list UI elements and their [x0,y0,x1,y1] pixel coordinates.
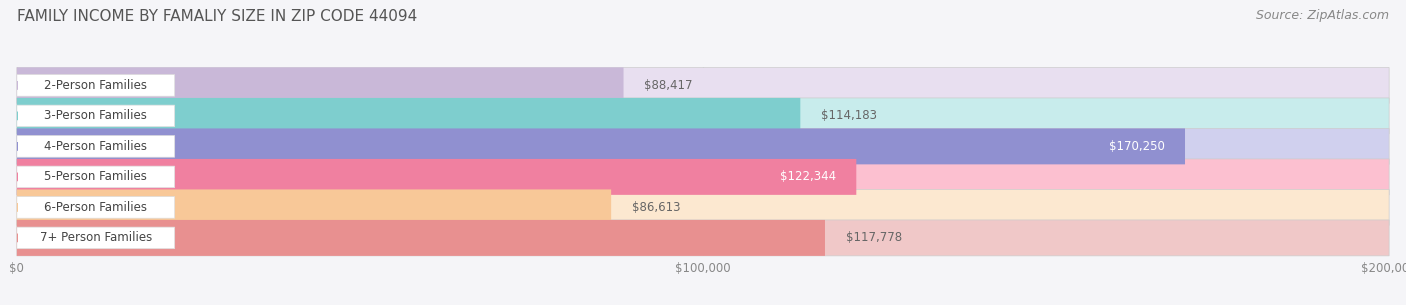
FancyBboxPatch shape [17,166,174,188]
FancyBboxPatch shape [17,67,1389,103]
Text: $117,778: $117,778 [845,231,901,244]
Text: Source: ZipAtlas.com: Source: ZipAtlas.com [1256,9,1389,22]
Text: $114,183: $114,183 [821,109,877,122]
FancyBboxPatch shape [17,197,174,218]
Text: 6-Person Families: 6-Person Families [44,201,148,214]
FancyBboxPatch shape [17,159,1389,195]
FancyBboxPatch shape [17,98,800,134]
Text: $170,250: $170,250 [1108,140,1164,153]
Text: $122,344: $122,344 [779,170,835,183]
FancyBboxPatch shape [17,159,856,195]
FancyBboxPatch shape [17,220,1389,256]
FancyBboxPatch shape [17,189,612,225]
Text: 4-Person Families: 4-Person Families [44,140,148,153]
FancyBboxPatch shape [17,67,623,103]
Text: $86,613: $86,613 [631,201,681,214]
FancyBboxPatch shape [17,220,825,256]
Text: 7+ Person Families: 7+ Person Families [39,231,152,244]
Text: 5-Person Families: 5-Person Families [45,170,148,183]
Text: 3-Person Families: 3-Person Families [45,109,148,122]
FancyBboxPatch shape [17,98,1389,134]
FancyBboxPatch shape [17,227,174,249]
Text: 2-Person Families: 2-Person Families [44,79,148,92]
FancyBboxPatch shape [17,75,174,96]
Text: $88,417: $88,417 [644,79,693,92]
FancyBboxPatch shape [17,189,1389,225]
FancyBboxPatch shape [17,136,174,157]
FancyBboxPatch shape [17,128,1185,164]
FancyBboxPatch shape [17,105,174,127]
Text: FAMILY INCOME BY FAMALIY SIZE IN ZIP CODE 44094: FAMILY INCOME BY FAMALIY SIZE IN ZIP COD… [17,9,418,24]
FancyBboxPatch shape [17,128,1389,164]
